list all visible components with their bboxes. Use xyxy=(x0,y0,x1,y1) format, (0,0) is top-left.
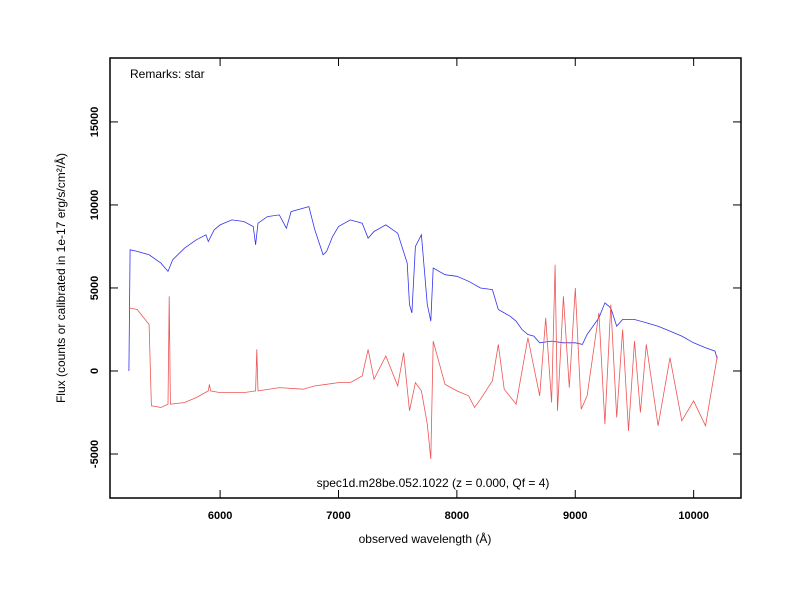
spectrum-line xyxy=(128,206,718,372)
y-tick-label: 15000 xyxy=(89,107,101,138)
spectrum-label: spec1d.m28be.052.1022 (z = 0.000, Qf = 4… xyxy=(317,476,550,490)
y-tick-label: 0 xyxy=(89,368,101,374)
x-tick-label: 9000 xyxy=(563,510,587,522)
y-tick-label: 5000 xyxy=(89,276,101,300)
spectrum-line xyxy=(128,264,718,460)
plot-frame xyxy=(109,57,742,499)
x-tick-label: 10000 xyxy=(678,510,709,522)
y-tick-label: 10000 xyxy=(89,190,101,221)
x-tick-label: 8000 xyxy=(445,510,469,522)
remarks: Remarks: star xyxy=(130,67,205,81)
y-tick-label: -5000 xyxy=(89,440,101,468)
x-tick-label: 6000 xyxy=(208,510,232,522)
x-tick-label: 7000 xyxy=(326,510,350,522)
y-axis-label: Flux (counts or calibrated in 1e-17 erg/… xyxy=(53,153,68,403)
x-axis-label: observed wavelength (Å) xyxy=(359,531,492,546)
